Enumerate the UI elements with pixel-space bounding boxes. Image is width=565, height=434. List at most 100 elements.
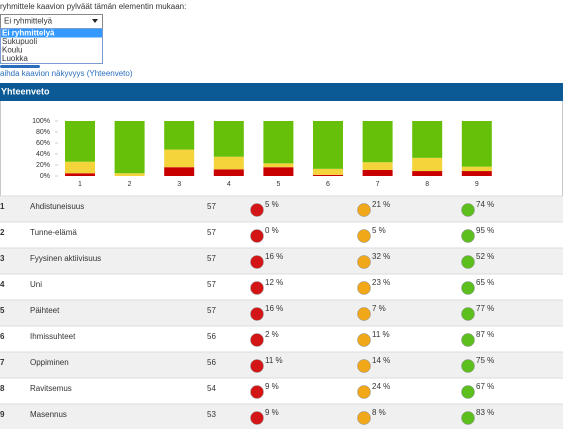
scroll-indicator	[0, 65, 40, 68]
percent-cell: 14 %	[372, 356, 390, 365]
percent-cell: 7 %	[372, 304, 386, 313]
row-name: Uni	[30, 280, 42, 289]
bar-segment	[65, 173, 95, 176]
select-value[interactable]: Ei ryhmittelyä	[4, 17, 53, 26]
row-count: 57	[207, 202, 216, 211]
bar-segment	[213, 121, 244, 157]
select-arrow[interactable]	[92, 19, 98, 23]
y-tick-label: 80%	[36, 129, 50, 136]
toggle-link[interactable]: aihda kaavion näkyvyys (Yhteenveto)	[0, 69, 133, 78]
status-dot	[357, 255, 371, 269]
row-number: 3	[0, 254, 5, 263]
bar-segment	[263, 121, 294, 164]
option-highlight	[1, 29, 102, 38]
percent-cell: 11 %	[372, 330, 390, 339]
x-tick-label: 2	[128, 181, 132, 188]
panel-title: Yhteenveto	[1, 86, 50, 96]
dropdown-option[interactable]: Koulu	[2, 46, 22, 55]
row-number: 5	[0, 306, 5, 315]
y-tick-label: 0%	[40, 173, 50, 180]
x-tick-label: 9	[475, 181, 479, 188]
row-count: 57	[207, 306, 216, 315]
bar-segment	[362, 121, 393, 163]
row-count: 57	[207, 254, 216, 263]
bar-segment	[461, 121, 492, 167]
percent-cell: 32 %	[372, 252, 390, 261]
status-dot	[461, 333, 475, 347]
percent-cell: 67 %	[476, 382, 494, 391]
row-number: 7	[0, 358, 5, 367]
x-tick-label: 7	[376, 181, 380, 188]
x-tick-label: 3	[177, 181, 181, 188]
row-name: Päihteet	[30, 306, 60, 315]
status-dot	[357, 307, 371, 321]
bar-segment	[213, 156, 244, 170]
y-tick-label: 60%	[36, 140, 50, 147]
dropdown-option[interactable]: Sukupuoli	[2, 37, 37, 46]
y-tick-label: 20%	[36, 162, 50, 169]
x-tick-label: 5	[276, 181, 280, 188]
row-count: 57	[207, 280, 216, 289]
status-dot	[250, 333, 264, 347]
status-dot	[357, 333, 371, 347]
status-dot	[357, 411, 371, 425]
status-dot	[461, 307, 475, 321]
status-dot	[461, 255, 475, 269]
bar-segment	[164, 149, 195, 168]
dropdown-option[interactable]: Luokka	[2, 54, 28, 63]
percent-cell: 21 %	[372, 200, 390, 209]
status-dot	[250, 229, 264, 243]
row-number: 6	[0, 332, 5, 341]
status-dot	[357, 281, 371, 295]
bar-segment	[213, 169, 244, 176]
percent-cell: 9 %	[265, 382, 279, 391]
dropdown-option[interactable]: Ei ryhmittelyä	[2, 29, 55, 38]
row-count: 53	[207, 410, 216, 419]
percent-cell: 5 %	[372, 226, 386, 235]
row-count: 56	[207, 332, 216, 341]
status-dot	[250, 255, 264, 269]
row-count: 57	[207, 228, 216, 237]
y-tick-label: 100%	[32, 118, 50, 125]
bar-segment	[263, 167, 294, 176]
status-dot	[250, 203, 264, 217]
row-number: 1	[0, 202, 5, 211]
status-dot	[250, 359, 264, 373]
status-dot	[461, 281, 475, 295]
panel-header	[0, 83, 563, 101]
row-name: Ravitsemus	[30, 384, 72, 393]
row-name: Oppiminen	[30, 358, 69, 367]
bar-segment	[412, 121, 443, 158]
status-dot	[357, 229, 371, 243]
status-dot	[357, 203, 371, 217]
bar-segment	[263, 163, 294, 168]
percent-cell: 23 %	[372, 278, 390, 287]
bar-segment	[313, 174, 343, 176]
percent-cell: 24 %	[372, 382, 390, 391]
status-dot	[461, 411, 475, 425]
percent-cell: 87 %	[476, 330, 494, 339]
status-dot	[461, 203, 475, 217]
bar-segment	[65, 121, 95, 162]
status-dot	[357, 385, 371, 399]
status-dot	[250, 281, 264, 295]
row-count: 56	[207, 358, 216, 367]
filter-label: ryhmittele kaavion pylväät tämän element…	[0, 2, 186, 11]
status-dot	[461, 229, 475, 243]
percent-cell: 0 %	[265, 226, 279, 235]
percent-cell: 65 %	[476, 278, 494, 287]
x-tick-label: 6	[326, 181, 330, 188]
percent-cell: 75 %	[476, 356, 494, 365]
percent-cell: 52 %	[476, 252, 494, 261]
x-tick-label: 1	[78, 181, 82, 188]
status-dot	[461, 359, 475, 373]
row-number: 2	[0, 228, 5, 237]
status-dot	[357, 359, 371, 373]
row-name: Ihmissuhteet	[30, 332, 76, 341]
percent-cell: 12 %	[265, 278, 283, 287]
percent-cell: 83 %	[476, 408, 494, 417]
status-dot	[250, 307, 264, 321]
row-number: 4	[0, 280, 5, 289]
row-name: Fyysinen aktiivisuus	[30, 254, 101, 263]
